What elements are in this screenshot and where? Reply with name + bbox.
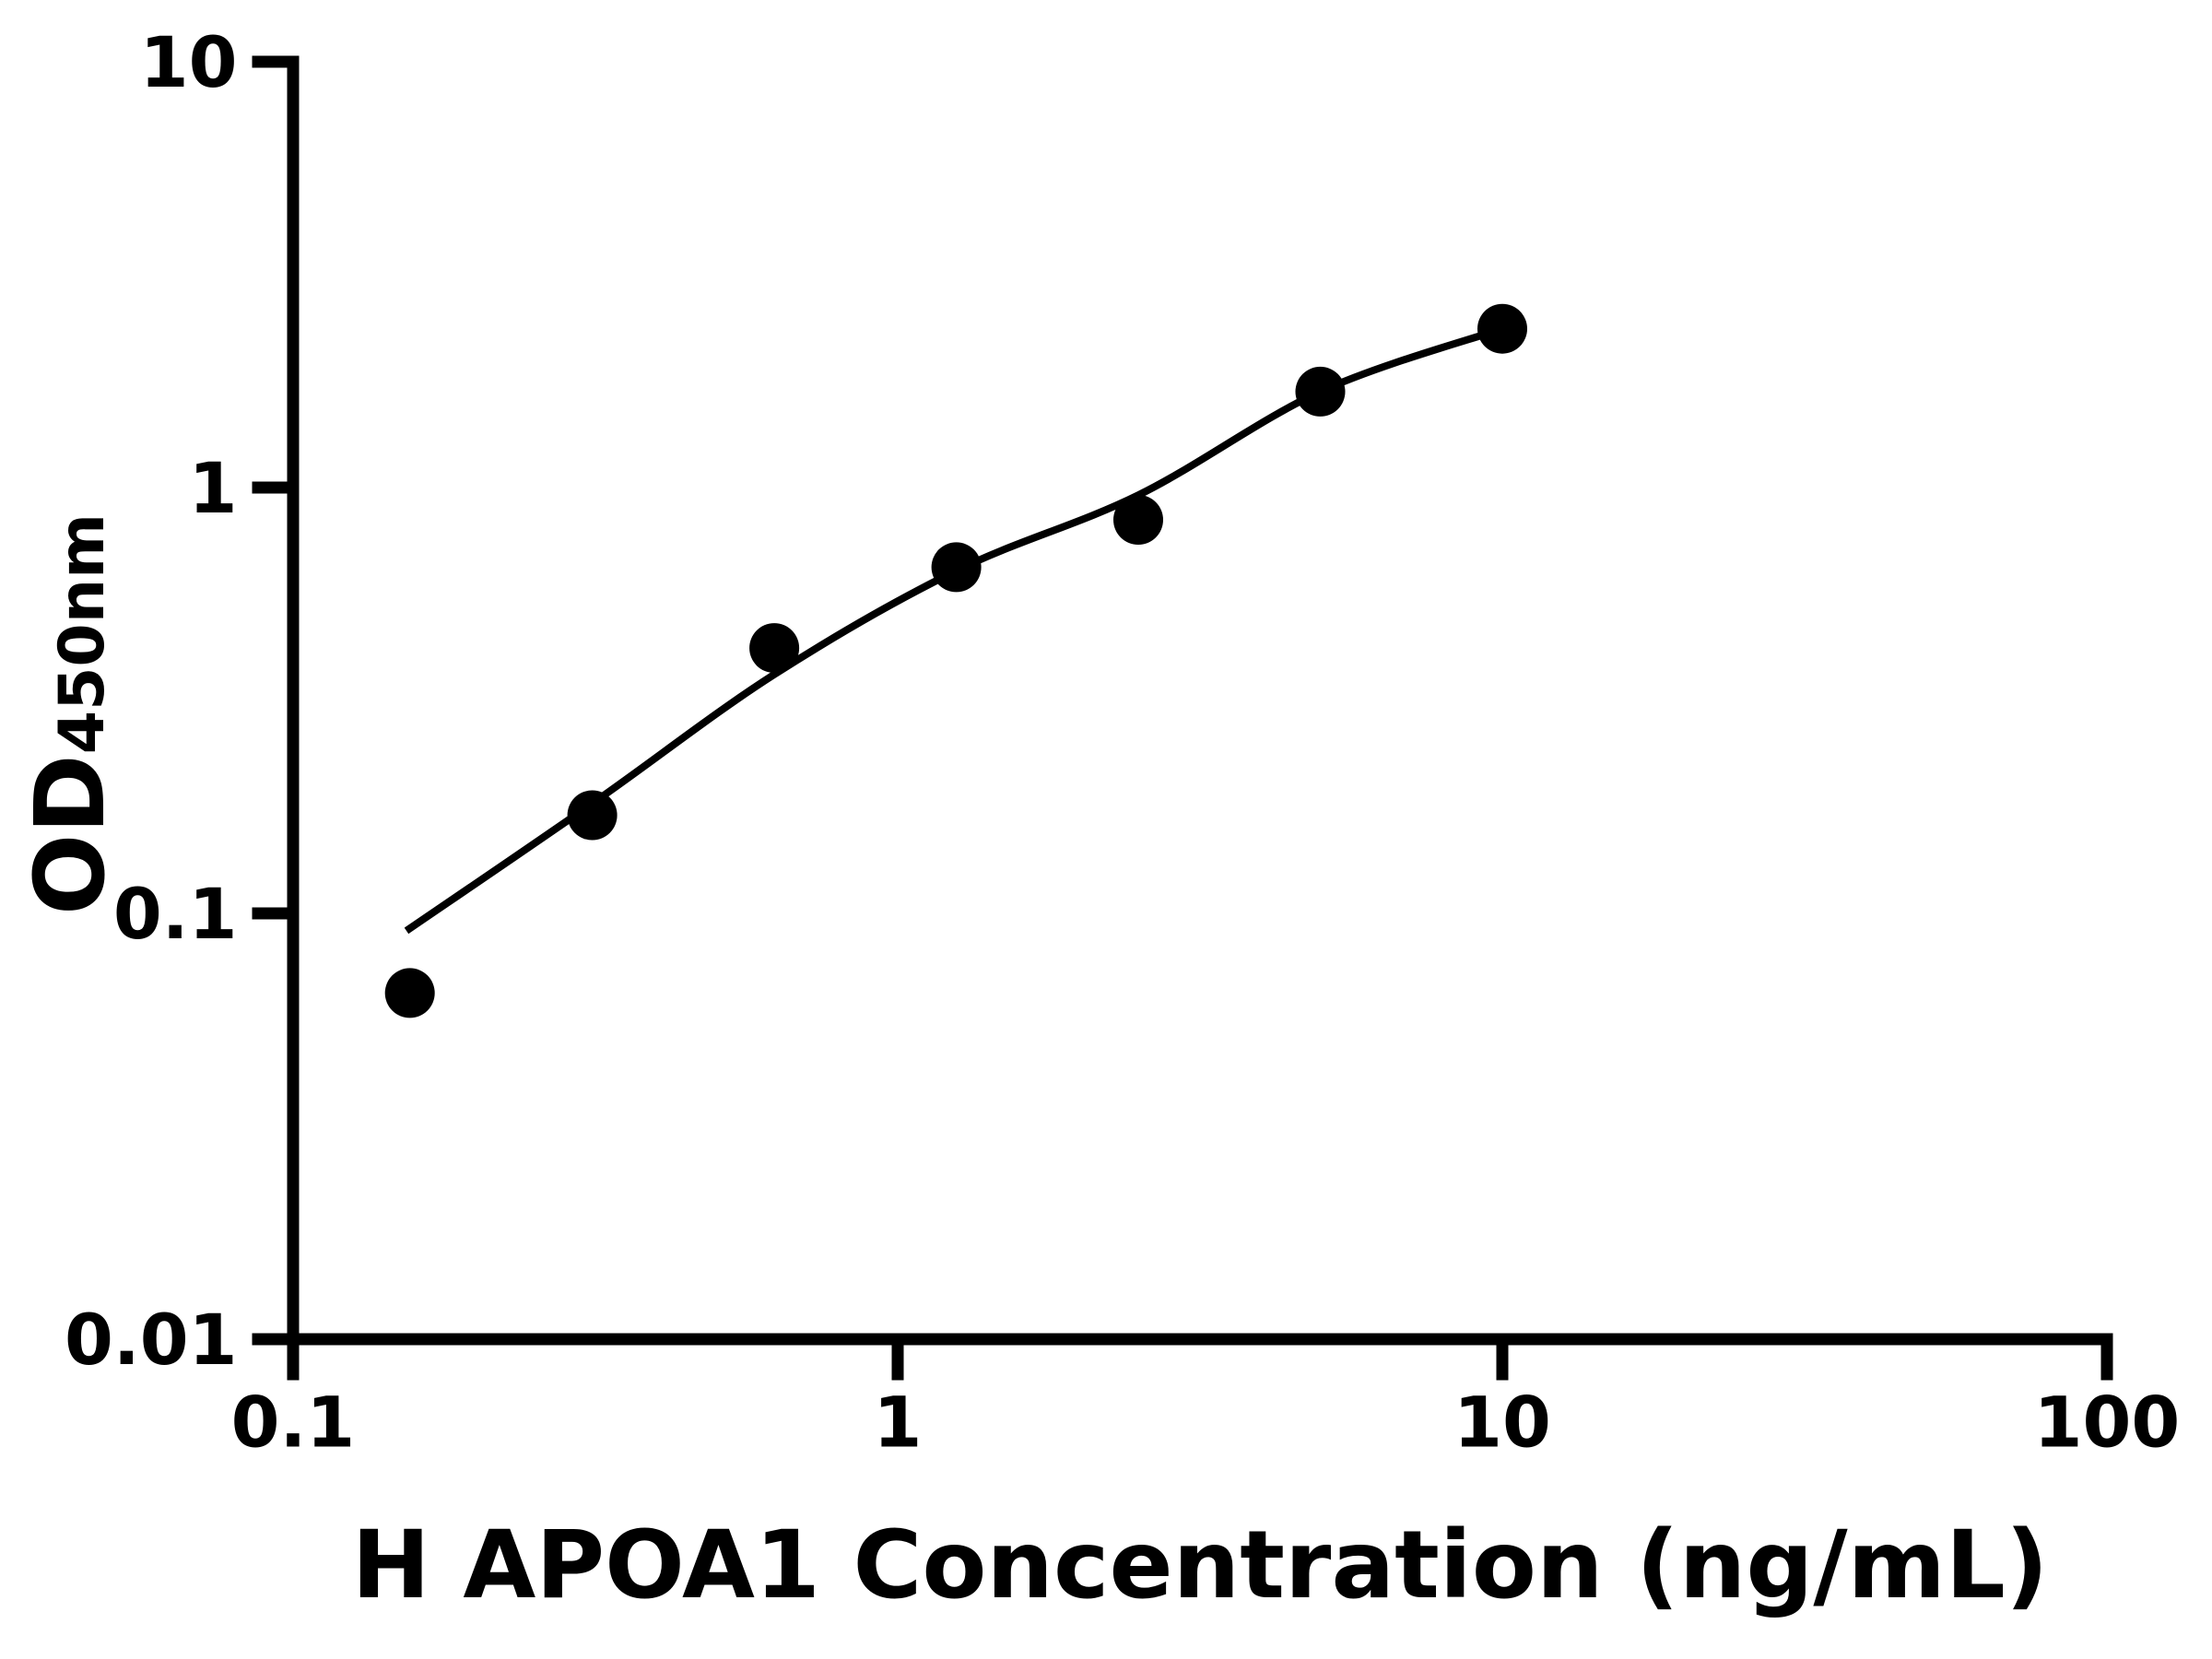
data-point xyxy=(384,968,435,1018)
y-tick-label: 10 xyxy=(140,21,238,103)
data-point xyxy=(1113,495,1163,545)
fit-curve-layer xyxy=(404,324,1504,935)
y-axis-title-sub: 450nm xyxy=(46,513,119,754)
y-tick-label: 0.01 xyxy=(65,1299,238,1381)
data-points-layer xyxy=(384,303,1527,1018)
data-point xyxy=(749,623,800,674)
axis-spines xyxy=(287,55,2113,1346)
data-point xyxy=(1477,303,1527,354)
y-tick-label: 1 xyxy=(189,447,238,529)
y-axis-title: OD450nm xyxy=(14,513,126,915)
x-tick-label: 0.1 xyxy=(231,1382,356,1464)
y-tick-label: 0.1 xyxy=(113,873,238,955)
axis-ticks xyxy=(252,55,2113,1381)
x-axis-title: H APOA1 Concentration (ng/mL) xyxy=(352,1511,2049,1620)
x-tick-label: 100 xyxy=(2034,1382,2181,1464)
x-tick-label: 1 xyxy=(874,1382,923,1464)
data-point xyxy=(931,542,982,593)
data-point xyxy=(567,790,618,841)
fit-curve xyxy=(404,324,1504,935)
y-axis-title-main: OD xyxy=(14,754,126,915)
data-point xyxy=(1295,366,1346,417)
axis-spine xyxy=(287,55,2113,1346)
x-tick-label: 10 xyxy=(1453,1382,1551,1464)
